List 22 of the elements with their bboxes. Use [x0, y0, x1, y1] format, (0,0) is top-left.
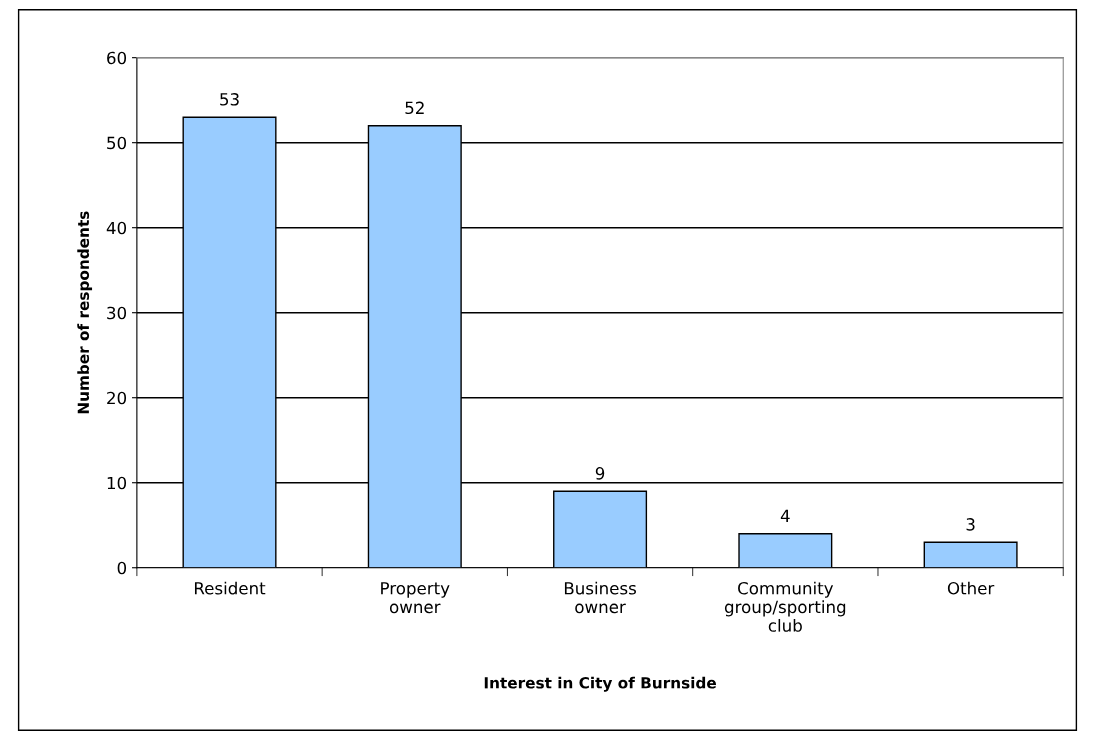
x-tick-label: Community group/sporting club — [724, 581, 846, 632]
y-tick-label: 0 — [117, 561, 127, 575]
y-tick-label: 30 — [107, 306, 127, 320]
bar — [553, 490, 648, 568]
data-label: 53 — [220, 93, 239, 106]
x-tick-label: Other — [947, 581, 995, 595]
y-tick-label: 20 — [107, 391, 127, 405]
x-axis-title: Interest in City of Burnside — [484, 676, 716, 692]
data-label: 52 — [405, 101, 424, 115]
x-tick-label: Property owner — [381, 582, 450, 614]
y-tick-label: 60 — [107, 51, 127, 65]
data-label: 3 — [966, 518, 975, 531]
data-label: 4 — [780, 509, 790, 522]
y-tick-label: 50 — [107, 136, 127, 150]
data-label: 9 — [595, 467, 605, 480]
y-tick-label: 10 — [107, 476, 127, 490]
bar — [738, 533, 833, 568]
bar — [923, 541, 1018, 568]
y-axis-title: Number of respondents — [77, 211, 93, 414]
y-tick-label: 40 — [106, 221, 127, 235]
x-tick-label: Business owner — [564, 581, 636, 614]
x-tick-label: Resident — [194, 581, 266, 595]
